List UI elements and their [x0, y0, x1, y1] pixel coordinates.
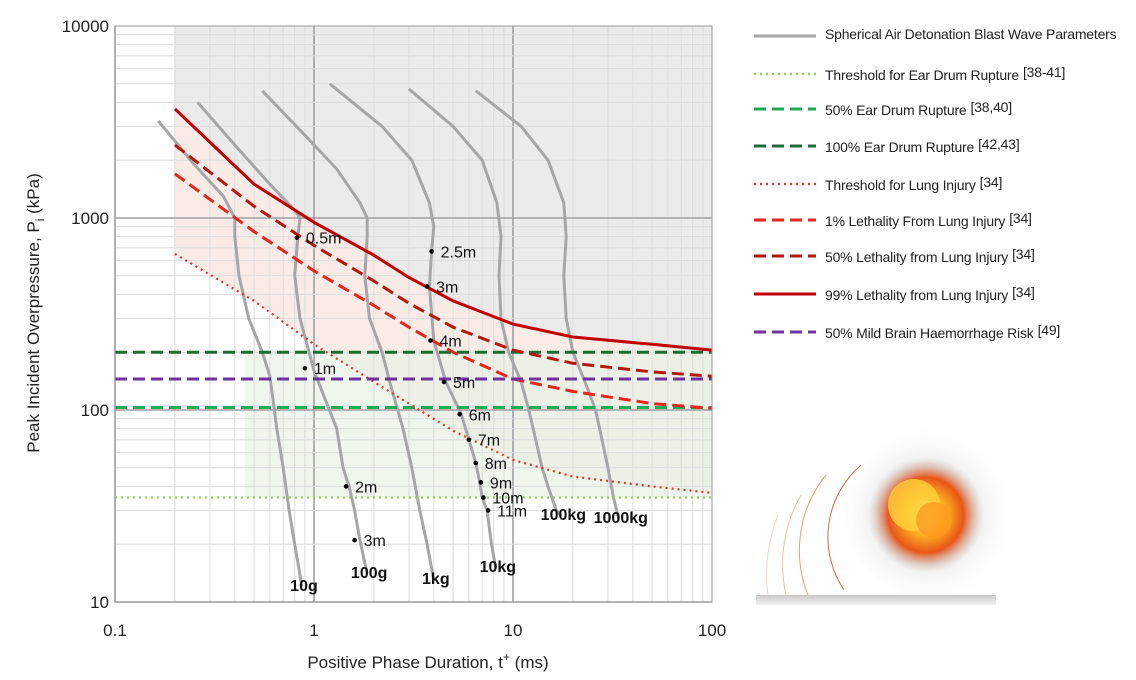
legend-item: 100% Ear Drum Rupture [42,43] — [752, 136, 1132, 158]
series-line — [174, 252, 713, 494]
charge-curve-10g — [157, 120, 304, 588]
distance-marker-label: 6m — [469, 407, 491, 424]
legend-item: 50% Ear Drum Rupture [38,40] — [752, 99, 1132, 121]
zone-lethal-99 — [174, 26, 712, 351]
x-axis-label: Positive Phase Duration, t+ (ms) — [307, 650, 548, 672]
distance-marker-dot — [457, 411, 463, 417]
legend-swatch — [754, 72, 816, 76]
series-lines: 10g 100g 1kg 10kg 100kg 1000kg — [115, 82, 713, 595]
legend-reference: [38,40] — [970, 99, 1013, 115]
distance-marker-dot — [473, 460, 479, 466]
y-tick-label: 1000 — [71, 209, 109, 228]
charge-label: 100kg — [541, 507, 586, 524]
charge-curve-1kg — [261, 89, 436, 581]
legend-item: Threshold for Lung Injury [34] — [752, 174, 1132, 196]
legend-label: Threshold for Ear Drum Rupture [38-41] — [825, 64, 1066, 83]
y-tick-label: 100 — [81, 401, 109, 420]
distance-marker-label: 8m — [485, 456, 507, 473]
legend-item: 1% Lethality From Lung Injury [34] — [752, 210, 1132, 232]
charge-label: 100g — [351, 565, 387, 582]
legend-swatch — [754, 182, 816, 186]
y-tick-label: 10000 — [62, 17, 109, 36]
distance-marker-dot — [424, 284, 430, 289]
charge-curve-100g — [196, 101, 369, 575]
legend-label: 50% Lethality from Lung Injury [34] — [825, 246, 1035, 265]
distance-marker-label: 3m — [364, 533, 386, 550]
distance-marker-dot — [343, 484, 349, 489]
legend-reference: [34] — [1009, 210, 1032, 226]
distance-marker-dot — [466, 437, 472, 443]
distance-marker-label: 9m — [490, 475, 512, 492]
charge-label: 10g — [290, 578, 318, 595]
legend-label: 50% Mild Brain Haemorrhage Risk [49] — [825, 322, 1061, 341]
distance-marker-label: 11m — [497, 503, 527, 520]
legend-swatch — [754, 292, 816, 296]
zone-mask — [115, 26, 175, 602]
distance-marker-dot — [478, 480, 484, 485]
distance-marker-label: 5m — [453, 375, 475, 392]
distance-marker-dot — [429, 249, 434, 254]
legend-reference: [34] — [1012, 284, 1035, 300]
plot-frame — [114, 25, 713, 603]
legend-item: Threshold for Ear Drum Rupture [38-41] — [752, 64, 1132, 86]
charge-label: 10kg — [480, 559, 516, 576]
legend-reference: [42,43] — [978, 136, 1020, 152]
legend-swatch — [754, 144, 816, 148]
distance-marker-dot — [302, 365, 308, 371]
legend-swatch — [754, 218, 816, 222]
distance-marker-dot — [294, 235, 300, 240]
distance-marker-label: 1m — [314, 361, 336, 378]
distance-marker-label: 2.5m — [441, 244, 477, 261]
legend-reference: [34] — [1012, 246, 1035, 262]
legend-reference: [38-41] — [1022, 64, 1066, 80]
legend-swatch — [754, 330, 816, 334]
x-tick-label: 10 — [504, 621, 523, 640]
distance-marker-label: 10m — [492, 491, 523, 508]
legend-swatch — [754, 107, 816, 111]
distance-marker-label: 7m — [478, 433, 500, 450]
y-tick-label: 10 — [90, 593, 109, 612]
legend-label: 50% Ear Drum Rupture [38,40] — [825, 99, 1013, 118]
legend-item: 50% Lethality from Lung Injury [34] — [752, 246, 1132, 268]
charge-label: 1000kg — [594, 510, 648, 527]
legend-label: 99% Lethality from Lung Injury [34] — [825, 284, 1035, 303]
distance-marker-label: 2m — [355, 479, 377, 496]
legend-item: Spherical Air Detonation Blast Wave Para… — [752, 26, 1132, 48]
series-line — [173, 107, 713, 352]
legend-item: 99% Lethality from Lung Injury [34] — [752, 284, 1132, 306]
legend-label: 100% Ear Drum Rupture [42,43] — [825, 136, 1020, 155]
legend-swatch — [754, 254, 816, 258]
legend-reference: [34] — [979, 174, 1003, 190]
charge-curve-100kg — [407, 87, 563, 518]
distance-marker-label: 0.5m — [306, 231, 342, 248]
x-tick-label: 0.1 — [103, 621, 127, 640]
charge-label: 1kg — [422, 571, 450, 588]
explosion-illustration — [756, 420, 1006, 610]
axes: 0.1 1 10 100 10 100 1000 10000 — [62, 17, 726, 640]
distance-marker-dot — [481, 495, 486, 500]
distance-marker-dot — [428, 338, 433, 343]
series-line — [174, 172, 713, 410]
legend-item: 50% Mild Brain Haemorrhage Risk [49] — [752, 322, 1132, 344]
distance-marker-dot — [485, 508, 491, 513]
injury-zone-shading — [115, 26, 712, 602]
legend-label: Threshold for Lung Injury [34] — [825, 174, 1003, 193]
y-axis-label: Peak Incident Overpressure, Pi (kPa) — [24, 173, 47, 453]
series-line — [173, 143, 713, 378]
x-tick-label: 1 — [309, 621, 318, 640]
distance-marker-dot — [441, 379, 447, 385]
distance-marker-dot — [352, 537, 357, 543]
distance-marker-label: 3m — [436, 279, 458, 296]
legend-reference: [49] — [1037, 322, 1061, 338]
legend-swatch — [754, 34, 816, 38]
x-tick-label: 100 — [698, 621, 726, 640]
distance-marker-label: 4m — [440, 334, 462, 351]
legend-label: 1% Lethality From Lung Injury [34] — [825, 210, 1032, 229]
legend-label: Spherical Air Detonation Blast Wave Para… — [825, 26, 1117, 42]
